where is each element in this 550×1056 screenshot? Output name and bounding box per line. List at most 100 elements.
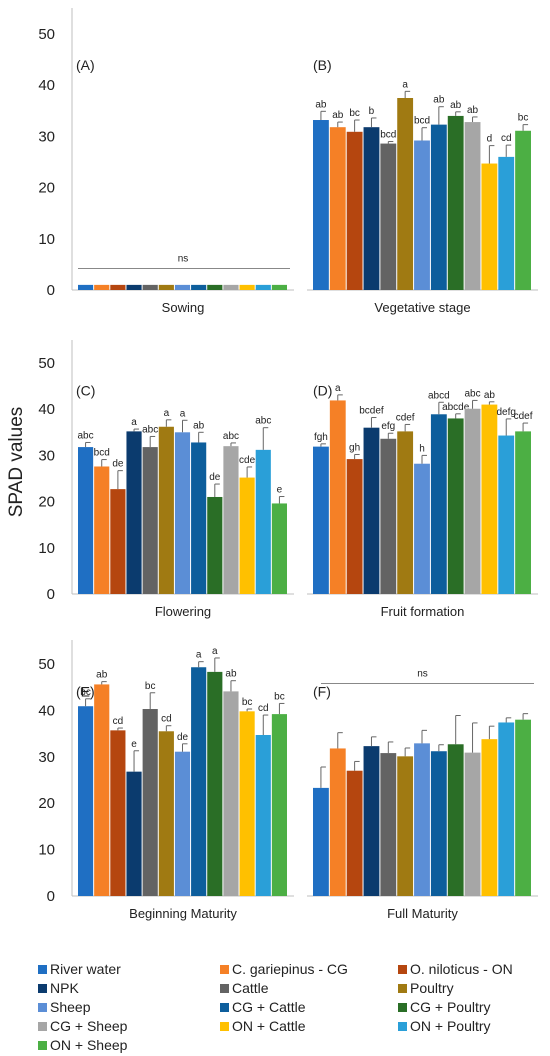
bar (158, 426, 174, 594)
bar (191, 442, 207, 594)
legend-swatch (220, 1022, 229, 1031)
significance-letter: cdef (396, 412, 415, 423)
significance-letter: a (164, 408, 170, 419)
legend-item: NPK (38, 980, 79, 996)
bar (223, 284, 239, 290)
bar (414, 463, 430, 594)
legend-label: CG + Poultry (410, 999, 491, 1015)
bar (142, 447, 158, 594)
bar (207, 671, 223, 896)
legend-swatch (220, 965, 229, 974)
bar (191, 284, 207, 290)
legend-swatch (220, 984, 229, 993)
legend-label: Poultry (410, 980, 454, 996)
bar (447, 418, 464, 594)
legend: River water C. gariepinus - CG O. niloticu… (38, 961, 513, 1053)
significance-letter: abc (255, 416, 271, 427)
legend-label: C. gariepinus - CG (232, 961, 348, 977)
bar (430, 751, 447, 896)
significance-letter: cde (239, 455, 256, 466)
bar (430, 414, 447, 594)
panel-label: (B) (313, 57, 332, 73)
bar (94, 466, 110, 594)
bar (380, 143, 397, 290)
bar (414, 743, 430, 896)
significance-letter: bc (242, 697, 253, 708)
y-tick-label: 50 (38, 26, 55, 43)
significance-letter: abc (464, 388, 480, 399)
bar (223, 446, 239, 594)
legend-swatch (38, 984, 47, 993)
legend-item: Poultry (398, 980, 454, 996)
bar (329, 127, 346, 291)
panel-label: (E) (76, 683, 95, 699)
bar (313, 446, 329, 594)
legend-swatch (220, 1003, 229, 1012)
legend-item: ON + Sheep (38, 1037, 128, 1053)
y-tick-label: 50 (38, 656, 55, 673)
legend-item: O. niloticus - ON (398, 961, 513, 977)
bar (255, 284, 271, 290)
x-category-label: Full Maturity (387, 906, 458, 921)
significance-letter: abcde (442, 402, 470, 413)
bar (255, 734, 271, 896)
significance-letter: efg (381, 421, 395, 432)
bar (346, 131, 363, 290)
y-tick-label: 10 (38, 842, 55, 859)
significance-letter: a (212, 646, 218, 657)
bar (397, 431, 414, 594)
bar (207, 496, 223, 594)
x-category-label: Flowering (155, 604, 211, 619)
significance-letter: h (419, 443, 425, 454)
x-category-label: Vegetative stage (374, 300, 470, 315)
bar (174, 284, 191, 290)
y-tick-label: 30 (38, 447, 55, 464)
significance-letter: bcd (414, 116, 430, 127)
bar (464, 122, 481, 291)
legend-label: ON + Sheep (50, 1037, 128, 1053)
bar (174, 751, 191, 896)
bar (110, 489, 126, 594)
bar (191, 667, 207, 896)
bar (78, 706, 94, 896)
bar (78, 284, 94, 290)
bar (430, 124, 447, 291)
bar (380, 438, 397, 594)
significance-letter: a (180, 408, 186, 419)
panel-6: (F) ns Full Maturity (307, 668, 538, 921)
significance-letter: ab (450, 100, 462, 111)
bar (223, 691, 239, 896)
y-tick-label: 20 (38, 494, 55, 511)
bar (515, 719, 531, 896)
legend-item: ON + Poultry (398, 1018, 491, 1034)
legend-item: CG + Sheep (38, 1018, 128, 1034)
bar (94, 684, 110, 896)
bar (397, 98, 414, 290)
legend-label: ON + Poultry (410, 1018, 491, 1034)
bar (313, 787, 329, 896)
significance-letter: b (369, 106, 375, 117)
significance-letter: cdef (514, 411, 533, 422)
significance-letter: bcd (94, 448, 110, 459)
significance-letter: e (131, 739, 137, 750)
bar (126, 284, 142, 290)
bar (498, 435, 515, 594)
legend-swatch (38, 1003, 47, 1012)
bar (498, 722, 515, 896)
y-tick-label: 40 (38, 77, 55, 94)
bar (329, 400, 346, 594)
legend-label: CG + Cattle (232, 999, 306, 1015)
bar (498, 156, 515, 290)
y-tick-label: 10 (38, 540, 55, 557)
significance-letter: defg (496, 407, 515, 418)
bar (142, 709, 158, 896)
y-tick-label: 0 (47, 282, 55, 299)
x-category-label: Fruit formation (381, 604, 465, 619)
significance-letter: ab (484, 390, 496, 401)
significance-letter: abc (78, 430, 94, 441)
significance-letter: fgh (314, 432, 328, 443)
significance-letter: a (402, 79, 408, 90)
legend-label: NPK (50, 980, 79, 996)
bar (329, 748, 346, 896)
